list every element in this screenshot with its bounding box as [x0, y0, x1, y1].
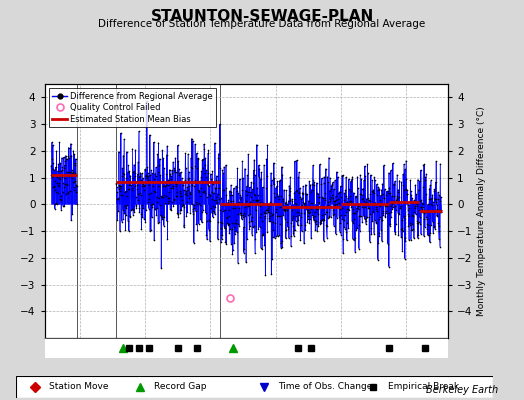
Text: Station Move: Station Move	[49, 382, 108, 391]
Y-axis label: Monthly Temperature Anomaly Difference (°C): Monthly Temperature Anomaly Difference (…	[477, 106, 486, 316]
Text: Time of Obs. Change: Time of Obs. Change	[278, 382, 373, 391]
Text: Difference of Station Temperature Data from Regional Average: Difference of Station Temperature Data f…	[99, 19, 425, 29]
Text: Record Gap: Record Gap	[154, 382, 206, 391]
Text: Berkeley Earth: Berkeley Earth	[425, 385, 498, 395]
Text: STAUNTON-SEWAGE-PLAN: STAUNTON-SEWAGE-PLAN	[150, 9, 374, 24]
Text: Empirical Break: Empirical Break	[388, 382, 459, 391]
Legend: Difference from Regional Average, Quality Control Failed, Estimated Station Mean: Difference from Regional Average, Qualit…	[49, 88, 216, 127]
FancyBboxPatch shape	[16, 376, 493, 398]
